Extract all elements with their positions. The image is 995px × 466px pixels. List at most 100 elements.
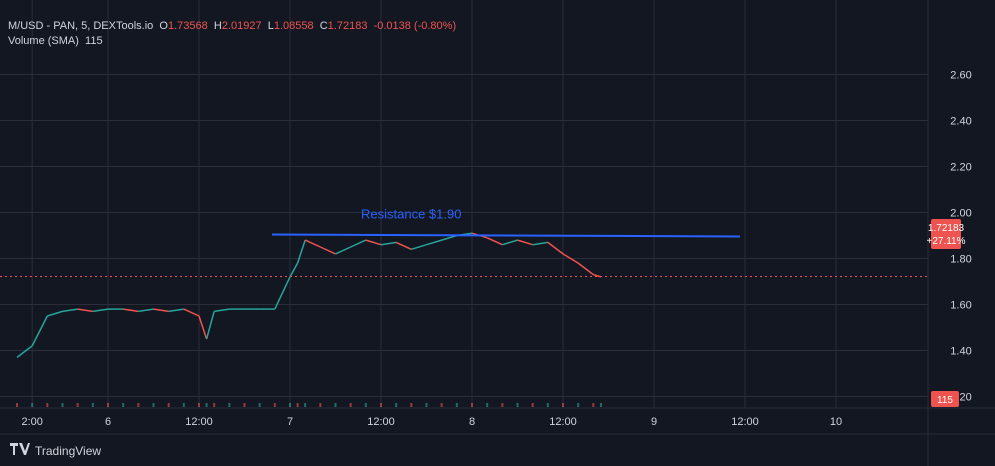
volume-bar — [122, 403, 125, 407]
volume-bar — [228, 403, 231, 407]
price-segment — [547, 241, 564, 255]
price-segment — [411, 243, 427, 251]
price-segment — [214, 308, 230, 313]
volume-bar — [46, 403, 49, 407]
tradingview-branding[interactable]: TradingView — [10, 443, 101, 458]
x-tick-label: 12:00 — [731, 416, 759, 428]
price-segment — [350, 239, 367, 248]
volume-bar — [486, 403, 489, 407]
volume-bar — [91, 403, 94, 407]
x-tick-label: 2:00 — [21, 416, 42, 428]
price-segment — [16, 345, 33, 358]
volume-bar — [107, 403, 109, 407]
volume-bar — [349, 403, 352, 407]
chart-grid — [0, 0, 928, 408]
x-tick-label: 10 — [830, 416, 842, 428]
price-segment — [153, 308, 169, 313]
volume-bar — [304, 403, 307, 407]
price-segment — [274, 276, 291, 310]
price-segment — [335, 246, 351, 255]
volume-bar — [76, 403, 79, 407]
time-axis[interactable]: 2:00 6 12:00 7 12:00 8 12:00 9 12:00 10 — [21, 416, 842, 428]
volume-bar — [334, 403, 337, 407]
y-tick-label: 2.00 — [950, 208, 971, 220]
price-segment — [304, 239, 321, 248]
tradingview-brand-text: TradingView — [35, 443, 102, 458]
price-segment — [92, 308, 109, 313]
x-tick-label: 12:00 — [185, 416, 213, 428]
legend-low: 1.08558 — [273, 20, 314, 32]
volume-bar — [152, 403, 155, 407]
volume-bar — [440, 403, 443, 407]
volume-bar — [273, 403, 276, 407]
volume-tag-box — [931, 391, 959, 407]
volume-bar — [16, 403, 18, 407]
volume-bar — [319, 403, 322, 407]
y-tick-label: 2.20 — [950, 162, 971, 174]
volume-bar — [31, 403, 34, 407]
price-segment — [426, 239, 442, 246]
legend-open-label: O — [159, 20, 168, 32]
volume-bar — [213, 403, 216, 407]
volume-bar — [205, 403, 208, 407]
price-segment — [205, 311, 215, 340]
price-segment — [183, 308, 200, 317]
price-axis[interactable]: 1.201.401.601.802.002.202.402.60 — [950, 70, 971, 404]
legend-close-label: C — [319, 20, 328, 32]
y-tick-label: 1.80 — [950, 254, 971, 266]
volume-tag-value: 115 — [937, 395, 953, 406]
volume-bar — [425, 403, 428, 407]
volume-bar — [599, 403, 602, 407]
volume-bar — [562, 403, 564, 407]
price-segment — [532, 241, 548, 246]
price-segment — [320, 246, 336, 255]
volume-bar — [410, 403, 413, 407]
volume-bar — [137, 403, 140, 407]
volume-bar — [516, 403, 519, 407]
y-tick-label: 2.40 — [950, 116, 971, 128]
volume-legend-value: 115 — [85, 35, 103, 47]
price-segment — [138, 308, 154, 313]
legend-open: 1.73568 — [167, 20, 208, 32]
price-segment — [502, 239, 518, 246]
legend-low-label: L — [267, 20, 274, 32]
y-tick-label: 1.40 — [950, 346, 971, 358]
x-tick-label: 8 — [469, 416, 475, 428]
volume-legend-label: Volume (SMA) — [8, 35, 79, 47]
price-segment — [168, 308, 184, 313]
volume-bar — [198, 403, 200, 407]
price-segment — [77, 308, 93, 313]
volume-bar — [531, 403, 534, 407]
volume-bar — [380, 403, 382, 407]
volume-tag: 115 — [931, 391, 959, 407]
price-series — [16, 232, 602, 358]
volume-legend: Volume (SMA) 115 — [8, 35, 103, 47]
volume-bar — [455, 403, 458, 407]
resistance-line[interactable] — [271, 233, 741, 238]
price-segment — [486, 237, 503, 246]
price-segment — [123, 308, 139, 313]
chart-legend: M/USD - PAN, 5, DEXTools.io O1.73568 H2.… — [8, 17, 456, 35]
legend-change: -0.0138 (-0.80%) — [373, 20, 457, 32]
volume-bar — [501, 403, 504, 407]
price-segment — [562, 253, 579, 264]
volume-bar — [61, 403, 64, 407]
volume-bar — [577, 403, 580, 407]
price-segment — [593, 273, 602, 278]
volume-bar — [182, 403, 185, 407]
x-tick-label: 7 — [287, 416, 293, 428]
price-segment — [47, 310, 63, 317]
volume-bar — [364, 403, 367, 407]
x-tick-label: 12:00 — [367, 416, 395, 428]
price-segment — [365, 239, 382, 246]
price-segment — [62, 308, 78, 313]
volume-bar — [296, 403, 299, 407]
x-tick-label: 12:00 — [549, 416, 577, 428]
price-tag-price: 1.72183 — [928, 223, 965, 234]
price-segment — [517, 239, 533, 246]
y-tick-label: 2.60 — [950, 70, 971, 82]
price-segment — [380, 241, 397, 246]
resistance-label: Resistance $1.90 — [361, 207, 461, 222]
